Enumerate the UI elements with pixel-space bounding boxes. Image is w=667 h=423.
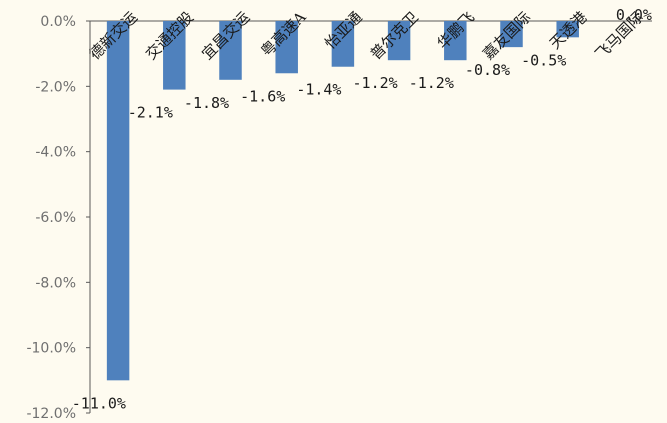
bar bbox=[556, 21, 579, 38]
data-label: -2.1% bbox=[128, 104, 173, 122]
bar bbox=[275, 21, 298, 74]
y-tick-label: -8.0% bbox=[35, 275, 76, 291]
bar bbox=[500, 21, 523, 48]
y-tick-label: -10.0% bbox=[26, 341, 76, 357]
y-tick-label: -12.0% bbox=[26, 406, 76, 422]
y-tick-label: -6.0% bbox=[35, 210, 76, 226]
bar bbox=[163, 21, 186, 90]
x-tick-label: 天透港 bbox=[546, 8, 591, 53]
bars bbox=[106, 21, 579, 381]
y-tick-label: -2.0% bbox=[35, 79, 76, 95]
bar bbox=[106, 21, 130, 381]
bar bbox=[444, 21, 467, 61]
data-label: -1.6% bbox=[240, 87, 285, 105]
data-label: -1.2% bbox=[353, 74, 398, 92]
data-label: -0.8% bbox=[465, 61, 510, 79]
data-label: -1.4% bbox=[296, 81, 341, 99]
data-label: -1.8% bbox=[184, 94, 229, 112]
y-tick-label: 0.0% bbox=[40, 14, 76, 30]
value-labels: -11.0% -2.1% -1.8% -1.6% -1.4% -1.2% -1.2% -0.8… bbox=[72, 6, 652, 412]
bar bbox=[387, 21, 411, 61]
y-axis: 0.0% -2.0% -4.0% -6.0% -8.0% -10.0% -12.0% bbox=[26, 14, 652, 422]
data-label: 0.0% bbox=[616, 6, 652, 24]
data-label: -1.2% bbox=[409, 74, 454, 92]
data-label: -11.0% bbox=[72, 394, 126, 412]
y-tick-label: -4.0% bbox=[35, 145, 76, 161]
data-label: -0.5% bbox=[521, 51, 566, 69]
bar bbox=[331, 21, 355, 67]
bar bbox=[219, 21, 242, 80]
